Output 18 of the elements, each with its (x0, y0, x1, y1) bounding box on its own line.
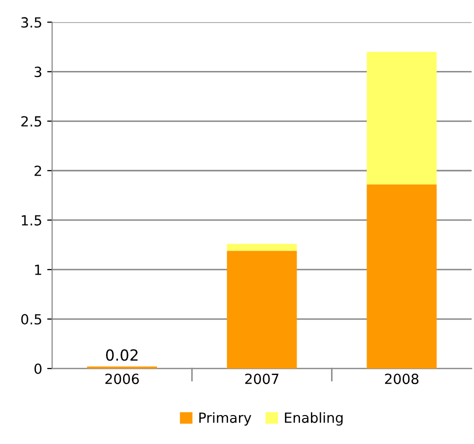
y-tick-label: 0 (34, 363, 42, 374)
data-label: 0.02 (106, 349, 138, 361)
bar (366, 52, 437, 184)
bar (226, 250, 297, 369)
y-tick-label: 2 (34, 166, 42, 176)
x-tick-label: 2006 (105, 374, 139, 384)
y-tick-label: 0.5 (21, 314, 42, 325)
legend-label: Primary (199, 412, 252, 426)
bar (226, 244, 297, 251)
y-tick-label: 1 (35, 264, 42, 275)
x-tick-label: 2008 (385, 374, 418, 384)
legend-label: Enabling (284, 412, 343, 426)
x-tick-label: 2007 (245, 374, 278, 384)
y-tick-label: 3 (34, 66, 42, 78)
bar (366, 184, 437, 369)
y-tick-label: 1.5 (22, 215, 42, 226)
y-tick-label: 2.5 (21, 116, 42, 127)
y-tick-label: 3.5 (21, 17, 42, 28)
